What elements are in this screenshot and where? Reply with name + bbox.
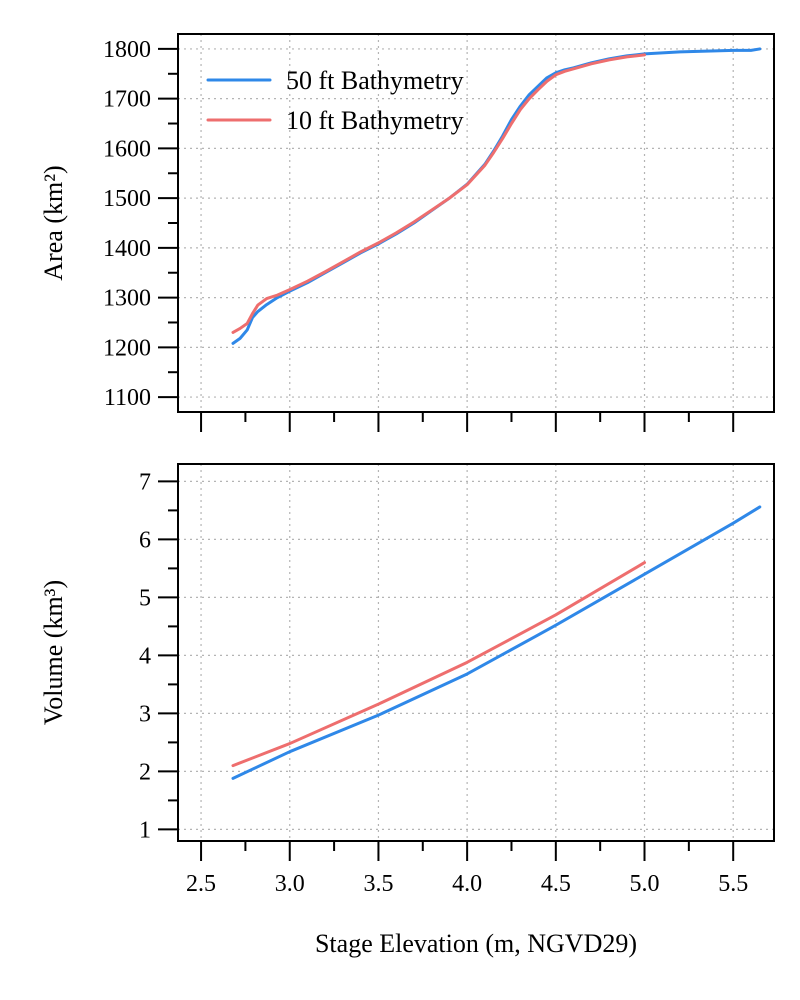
y-axis-label: Volume (km³): [39, 580, 68, 725]
x-tick-label-5: 5.0: [630, 871, 660, 897]
area-panel: 1100 1200 1300 1400 1500 1600 1700 1800 Area (km…: [39, 33, 775, 432]
legend-label-0: 50 ft Bathymetry: [286, 66, 464, 95]
y-tick-label-1: 2: [139, 759, 151, 785]
plot-frame: [177, 463, 775, 842]
plot-frame: [177, 33, 775, 413]
y-tick-label-6: 1700: [103, 87, 151, 113]
y-tick-label-4: 5: [139, 585, 151, 611]
volume-panel: 1 2 3 4 5 6 7 2.5 3.0 3.5 4.0 4.5 5.0 5.5 Volume (km³)…: [39, 463, 775, 958]
x-tick-label-3: 4.0: [452, 871, 482, 897]
y-tick-label-6: 7: [139, 469, 151, 495]
y-axis-label: Area (km²): [39, 165, 68, 280]
y-tick-label-7: 1800: [103, 37, 151, 63]
x-tick-label-2: 3.5: [363, 871, 393, 897]
x-tick-label-6: 5.5: [718, 871, 748, 897]
y-tick-label-2: 3: [139, 701, 151, 727]
y-tick-label-4: 1500: [103, 186, 151, 212]
x-tick-label-0: 2.5: [186, 871, 216, 897]
y-tick-label-5: 6: [139, 527, 151, 553]
series-line-bathymetry-50ft: [231, 505, 762, 780]
y-tick-label-0: 1: [139, 817, 151, 843]
y-tick-label-0: 1100: [104, 385, 151, 411]
x-axis-label: Stage Elevation (m, NGVD29): [315, 929, 637, 958]
y-tick-label-5: 1600: [103, 136, 151, 162]
y-tick-label-1: 1200: [103, 335, 151, 361]
series-line-bathymetry-10ft: [231, 53, 647, 334]
y-tick-label-2: 1300: [103, 286, 151, 312]
y-tick-label-3: 4: [139, 643, 151, 669]
legend-label-1: 10 ft Bathymetry: [286, 106, 464, 135]
series-line-bathymetry-10ft: [231, 561, 647, 768]
x-tick-label-4: 4.5: [541, 871, 571, 897]
x-tick-label-1: 3.0: [275, 871, 305, 897]
y-tick-label-3: 1400: [103, 236, 151, 262]
